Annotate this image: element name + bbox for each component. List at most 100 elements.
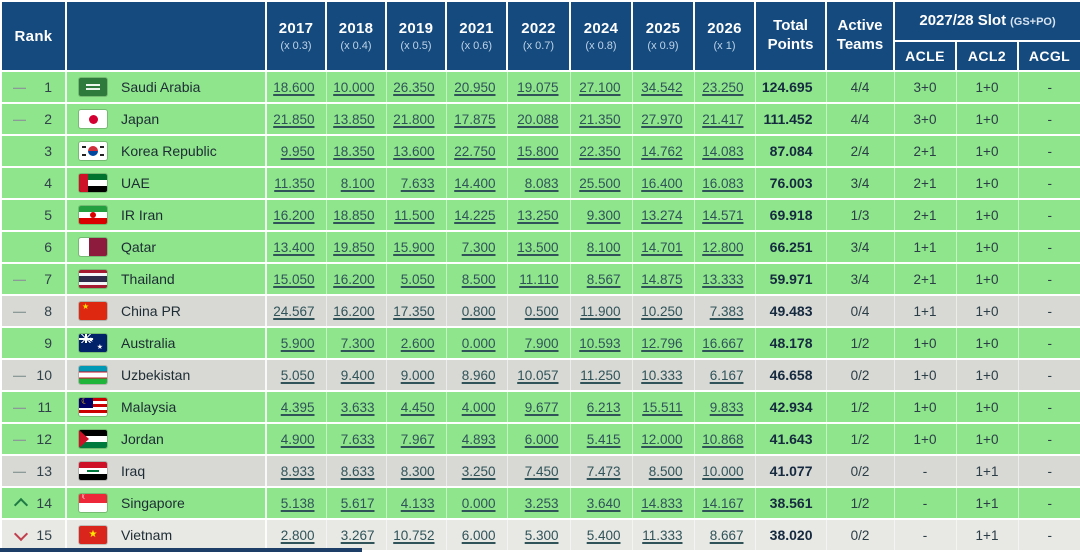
season-points-link[interactable]: 13.500 bbox=[517, 239, 559, 255]
season-points-link[interactable]: 16.200 bbox=[333, 303, 375, 319]
season-points-link[interactable]: 5.617 bbox=[340, 495, 375, 511]
season-points-link[interactable]: 15.800 bbox=[517, 143, 559, 159]
season-points-link[interactable]: 21.350 bbox=[579, 111, 621, 127]
season-points-link[interactable]: 10.593 bbox=[579, 335, 621, 351]
season-points-link[interactable]: 7.967 bbox=[400, 431, 435, 447]
season-points-link[interactable]: 14.167 bbox=[702, 495, 744, 511]
season-points-link[interactable]: 15.900 bbox=[393, 239, 435, 255]
season-points-link[interactable]: 16.667 bbox=[702, 335, 744, 351]
season-points-link[interactable]: 27.100 bbox=[579, 79, 621, 95]
season-points-link[interactable]: 21.800 bbox=[393, 111, 435, 127]
season-points-link[interactable]: 9.000 bbox=[400, 367, 435, 383]
season-points-link[interactable]: 8.100 bbox=[586, 239, 621, 255]
season-points-link[interactable]: 7.383 bbox=[709, 303, 744, 319]
season-points-link[interactable]: 15.050 bbox=[273, 271, 315, 287]
season-points-link[interactable]: 0.500 bbox=[524, 303, 559, 319]
season-points-link[interactable]: 3.267 bbox=[340, 527, 375, 543]
season-points-link[interactable]: 18.350 bbox=[333, 143, 375, 159]
season-points-link[interactable]: 14.571 bbox=[702, 207, 744, 223]
season-points-link[interactable]: 9.677 bbox=[524, 399, 559, 415]
season-points-link[interactable]: 13.850 bbox=[333, 111, 375, 127]
season-points-link[interactable]: 24.567 bbox=[273, 303, 315, 319]
season-points-link[interactable]: 16.083 bbox=[702, 175, 744, 191]
season-points-link[interactable]: 10.000 bbox=[333, 79, 375, 95]
season-points-link[interactable]: 16.200 bbox=[273, 207, 315, 223]
season-points-link[interactable]: 13.250 bbox=[517, 207, 559, 223]
season-points-link[interactable]: 4.395 bbox=[280, 399, 315, 415]
season-points-link[interactable]: 14.400 bbox=[454, 175, 496, 191]
season-points-link[interactable]: 8.100 bbox=[340, 175, 375, 191]
season-points-link[interactable]: 7.900 bbox=[524, 335, 559, 351]
season-points-link[interactable]: 26.350 bbox=[393, 79, 435, 95]
season-points-link[interactable]: 6.000 bbox=[461, 527, 496, 543]
season-points-link[interactable]: 7.300 bbox=[461, 239, 496, 255]
season-points-link[interactable]: 20.950 bbox=[454, 79, 496, 95]
season-points-link[interactable]: 5.300 bbox=[524, 527, 559, 543]
season-points-link[interactable]: 2.800 bbox=[280, 527, 315, 543]
season-points-link[interactable]: 8.960 bbox=[461, 367, 496, 383]
season-points-link[interactable]: 0.000 bbox=[461, 495, 496, 511]
season-points-link[interactable]: 17.350 bbox=[393, 303, 435, 319]
season-points-link[interactable]: 3.253 bbox=[524, 495, 559, 511]
season-points-link[interactable]: 12.000 bbox=[641, 431, 683, 447]
season-points-link[interactable]: 3.633 bbox=[340, 399, 375, 415]
season-points-link[interactable]: 8.083 bbox=[524, 175, 559, 191]
season-points-link[interactable]: 27.970 bbox=[641, 111, 683, 127]
season-points-link[interactable]: 7.300 bbox=[340, 335, 375, 351]
season-points-link[interactable]: 25.500 bbox=[579, 175, 621, 191]
season-points-link[interactable]: 10.752 bbox=[393, 527, 435, 543]
season-points-link[interactable]: 22.750 bbox=[454, 143, 496, 159]
season-points-link[interactable]: 14.833 bbox=[641, 495, 683, 511]
season-points-link[interactable]: 0.800 bbox=[461, 303, 496, 319]
season-points-link[interactable]: 18.850 bbox=[333, 207, 375, 223]
season-points-link[interactable]: 7.633 bbox=[340, 431, 375, 447]
season-points-link[interactable]: 8.500 bbox=[461, 271, 496, 287]
season-points-link[interactable]: 9.950 bbox=[280, 143, 315, 159]
season-points-link[interactable]: 6.213 bbox=[586, 399, 621, 415]
season-points-link[interactable]: 5.138 bbox=[280, 495, 315, 511]
season-points-link[interactable]: 5.900 bbox=[280, 335, 315, 351]
season-points-link[interactable]: 8.667 bbox=[709, 527, 744, 543]
season-points-link[interactable]: 10.057 bbox=[517, 367, 559, 383]
season-points-link[interactable]: 18.600 bbox=[273, 79, 315, 95]
season-points-link[interactable]: 10.000 bbox=[702, 463, 744, 479]
season-points-link[interactable]: 5.050 bbox=[400, 271, 435, 287]
season-points-link[interactable]: 21.417 bbox=[702, 111, 744, 127]
season-points-link[interactable]: 13.400 bbox=[273, 239, 315, 255]
season-points-link[interactable]: 14.225 bbox=[454, 207, 496, 223]
season-points-link[interactable]: 10.333 bbox=[641, 367, 683, 383]
season-points-link[interactable]: 11.250 bbox=[580, 367, 621, 383]
season-points-link[interactable]: 3.640 bbox=[586, 495, 621, 511]
season-points-link[interactable]: 34.542 bbox=[641, 79, 683, 95]
season-points-link[interactable]: 21.850 bbox=[273, 111, 315, 127]
season-points-link[interactable]: 19.075 bbox=[517, 79, 559, 95]
season-points-link[interactable]: 7.473 bbox=[586, 463, 621, 479]
season-points-link[interactable]: 9.833 bbox=[709, 399, 744, 415]
season-points-link[interactable]: 17.875 bbox=[454, 111, 496, 127]
season-points-link[interactable]: 8.633 bbox=[340, 463, 375, 479]
season-points-link[interactable]: 0.000 bbox=[461, 335, 496, 351]
season-points-link[interactable]: 9.300 bbox=[586, 207, 621, 223]
season-points-link[interactable]: 11.350 bbox=[274, 175, 315, 191]
season-points-link[interactable]: 10.868 bbox=[702, 431, 744, 447]
season-points-link[interactable]: 11.500 bbox=[394, 207, 435, 223]
season-points-link[interactable]: 13.333 bbox=[702, 271, 744, 287]
season-points-link[interactable]: 20.088 bbox=[517, 111, 559, 127]
season-points-link[interactable]: 15.511 bbox=[642, 399, 683, 415]
season-points-link[interactable]: 13.274 bbox=[641, 207, 683, 223]
season-points-link[interactable]: 22.350 bbox=[579, 143, 621, 159]
season-points-link[interactable]: 9.400 bbox=[340, 367, 375, 383]
season-points-link[interactable]: 4.133 bbox=[400, 495, 435, 511]
season-points-link[interactable]: 6.167 bbox=[709, 367, 744, 383]
season-points-link[interactable]: 4.893 bbox=[461, 431, 496, 447]
season-points-link[interactable]: 2.600 bbox=[400, 335, 435, 351]
season-points-link[interactable]: 14.875 bbox=[641, 271, 683, 287]
season-points-link[interactable]: 16.200 bbox=[333, 271, 375, 287]
season-points-link[interactable]: 8.300 bbox=[400, 463, 435, 479]
season-points-link[interactable]: 5.415 bbox=[586, 431, 621, 447]
season-points-link[interactable]: 14.083 bbox=[702, 143, 744, 159]
season-points-link[interactable]: 4.900 bbox=[280, 431, 315, 447]
season-points-link[interactable]: 3.250 bbox=[461, 463, 496, 479]
season-points-link[interactable]: 8.567 bbox=[586, 271, 621, 287]
season-points-link[interactable]: 11.900 bbox=[580, 303, 621, 319]
